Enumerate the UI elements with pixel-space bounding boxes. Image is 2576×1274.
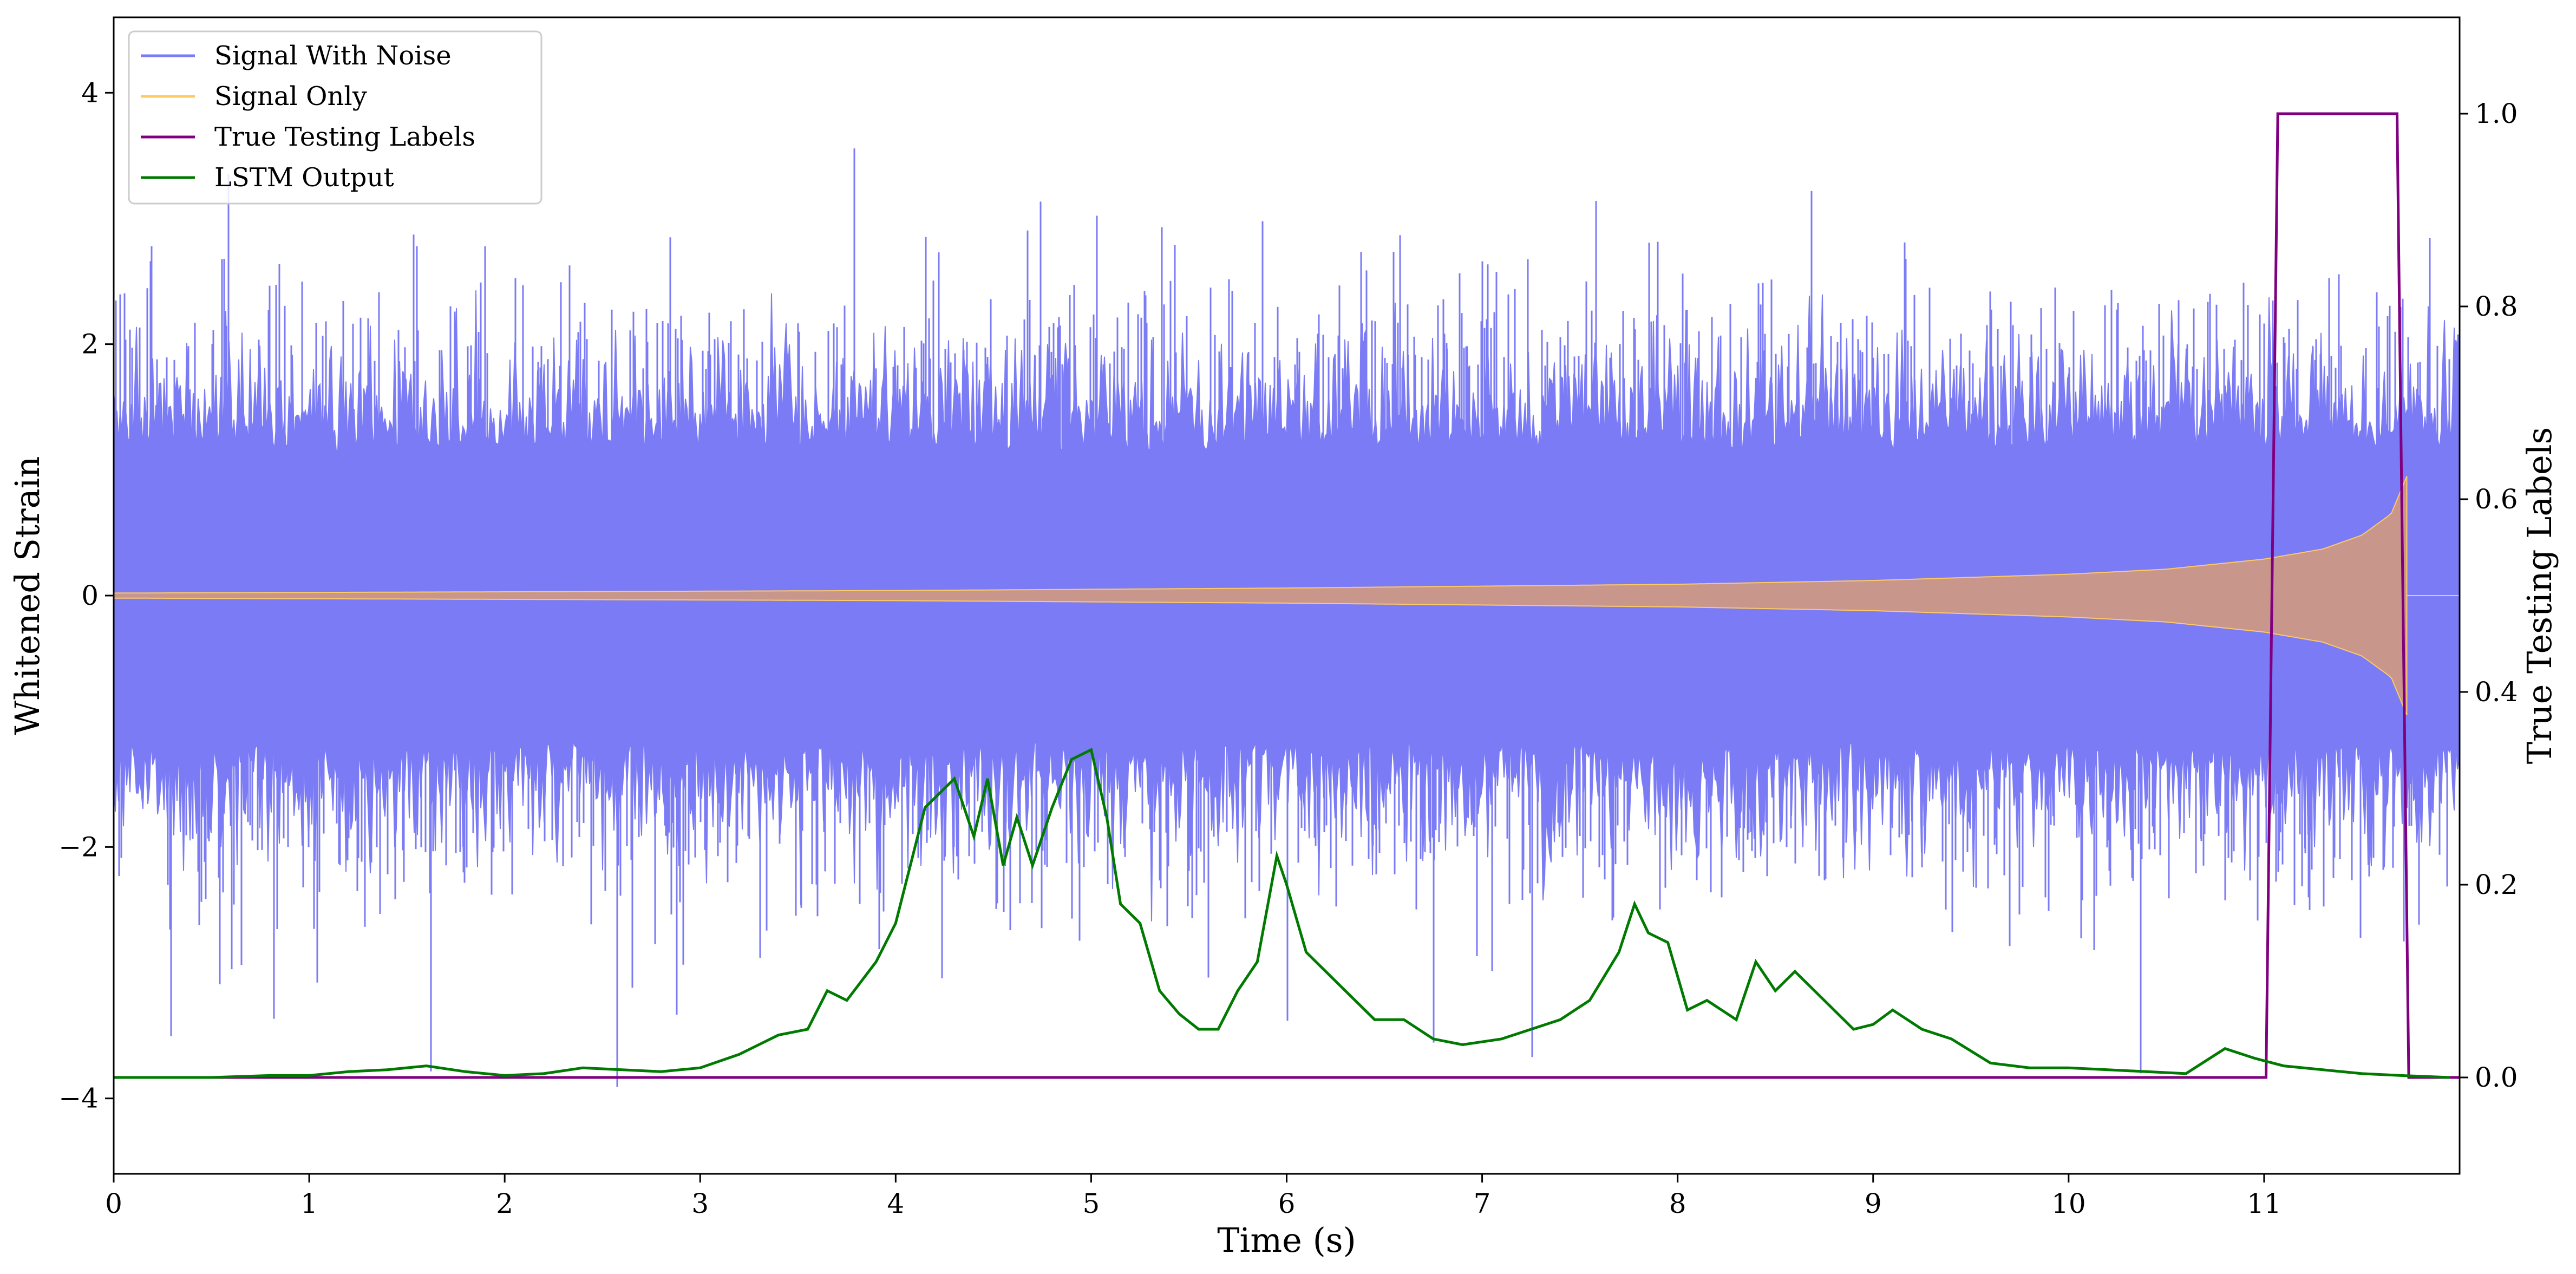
x-tick-label: 3	[691, 1188, 709, 1219]
x-tick-label: 4	[887, 1188, 904, 1219]
x-tick-label: 11	[2247, 1188, 2281, 1219]
signal-with-noise-layer	[113, 148, 2460, 1087]
legend-label-signal-with-noise: Signal With Noise	[214, 41, 452, 71]
legend-label-true-testing-labels: True Testing Labels	[214, 122, 475, 152]
y-left-tick-label: −4	[58, 1083, 99, 1114]
x-axis-ticks: 0 1 2 3 4 5 6 7 8 9 10 11	[105, 1174, 2281, 1219]
x-tick-label: 2	[496, 1188, 513, 1219]
x-tick-label: 1	[300, 1188, 318, 1219]
y-right-tick-label: 0.4	[2475, 676, 2518, 708]
x-tick-label: 6	[1278, 1188, 1296, 1219]
x-tick-label: 9	[1865, 1188, 1882, 1219]
y-left-tick-label: −2	[58, 831, 99, 863]
legend-box	[128, 30, 542, 205]
y-axis-left-ticks: −4 −2 0 2 4	[58, 77, 114, 1114]
x-axis-title: Time (s)	[1217, 1220, 1356, 1260]
y-left-tick-label: 0	[81, 580, 99, 611]
y-left-tick-label: 2	[81, 329, 99, 360]
y-axis-right-ticks: 0.0 0.2 0.4 0.6 0.8 1.0	[2460, 98, 2518, 1093]
lstm-output-series	[114, 748, 2450, 1079]
legend-label-signal-only: Signal Only	[214, 81, 367, 112]
legend-label-lstm-output: LSTM Output	[214, 162, 394, 193]
y-right-tick-label: 0.0	[2475, 1062, 2518, 1093]
plot-area	[113, 112, 2460, 1087]
x-tick-label: 0	[105, 1188, 122, 1219]
y-right-tick-label: 0.8	[2475, 291, 2518, 322]
y-axis-left-title: Whitened Strain	[8, 456, 47, 735]
legend: Signal With Noise Signal Only True Testi…	[128, 30, 542, 205]
y-right-tick-label: 1.0	[2475, 98, 2518, 129]
y-axis-right-title: True Testing Labels	[2520, 427, 2559, 765]
signal-only-series	[113, 476, 2460, 715]
x-tick-label: 5	[1083, 1188, 1100, 1219]
x-tick-label: 10	[2051, 1188, 2086, 1219]
x-tick-label: 7	[1474, 1188, 1491, 1219]
y-right-tick-label: 0.6	[2475, 484, 2518, 515]
noise-spikes	[115, 148, 2460, 1087]
y-left-tick-label: 4	[81, 77, 99, 108]
x-tick-label: 8	[1669, 1188, 1686, 1219]
y-right-tick-label: 0.2	[2475, 869, 2518, 900]
